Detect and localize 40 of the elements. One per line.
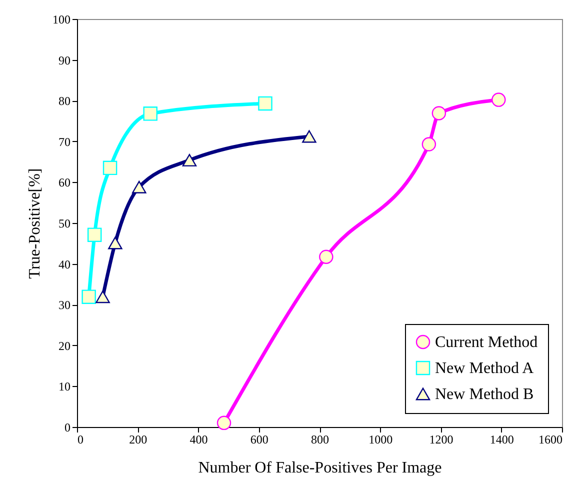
x-tick-label: 0 (78, 432, 84, 446)
x-tick-label: 1200 (429, 432, 454, 446)
point (102, 160, 118, 176)
legend-label: Current Method (435, 334, 538, 351)
y-tick-label: 90 (58, 53, 70, 68)
y-tick-label: 80 (58, 94, 70, 108)
point (422, 137, 436, 152)
y-tick-label: 0 (64, 420, 70, 434)
point (87, 228, 102, 242)
point (143, 106, 158, 121)
x-tick-label: 400 (190, 432, 208, 446)
y-axis-title: True-Positive[%] (26, 168, 44, 279)
point (258, 96, 272, 111)
x-tick-label: 1400 (490, 432, 514, 446)
y-tick-label: 50 (58, 216, 70, 230)
x-tick-label: 600 (250, 432, 268, 446)
y-tick-label: 10 (58, 380, 70, 394)
y-tick-label: 70 (58, 134, 70, 149)
x-tick-label: 200 (129, 432, 148, 446)
point (319, 250, 334, 264)
legend-label: New Method A (435, 360, 534, 377)
y-tick-label: 60 (58, 176, 70, 190)
y-tick-label: 20 (58, 338, 70, 353)
point (492, 92, 506, 107)
x-axis-title: Number Of False-Positives Per Image (198, 460, 442, 476)
x-tick-label: 1600 (538, 432, 562, 446)
point (132, 180, 146, 194)
y-tick-label: 30 (58, 298, 70, 312)
y-tick-label: 40 (58, 257, 70, 272)
point (216, 416, 232, 430)
point (96, 290, 110, 304)
y-tick-label: 100 (52, 12, 70, 26)
x-tick-label: 1000 (368, 432, 393, 446)
x-tick-label: 800 (311, 432, 329, 446)
point (432, 106, 446, 120)
legend-label: New Method B (435, 386, 534, 403)
point (182, 154, 197, 166)
point (302, 130, 316, 143)
point (82, 290, 96, 304)
point (108, 236, 122, 250)
